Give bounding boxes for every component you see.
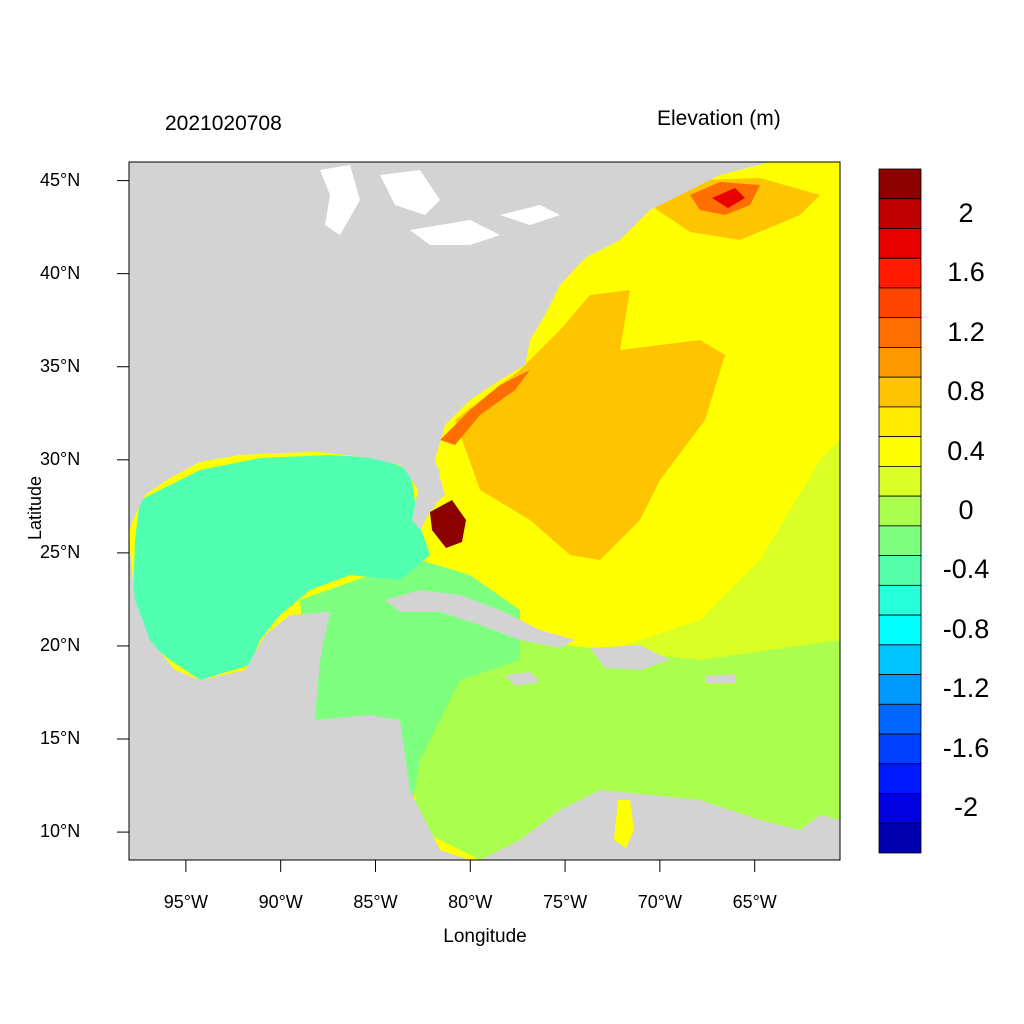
lat-tick-label: 35°N bbox=[40, 355, 81, 376]
colorbar-cell bbox=[878, 168, 922, 200]
colorbar-cell bbox=[878, 614, 922, 646]
colorbar-cell bbox=[878, 674, 922, 705]
colorbar-label: 2 bbox=[958, 197, 974, 228]
colorbar-cell bbox=[878, 347, 922, 378]
colorbar-label: -0.4 bbox=[942, 554, 990, 585]
lon-tick-label: 75°W bbox=[542, 892, 588, 912]
colorbar-cell bbox=[878, 495, 922, 527]
axis-ticks bbox=[117, 180, 756, 872]
colorbar-cell bbox=[878, 733, 922, 765]
colorbar-cell bbox=[878, 436, 922, 467]
south-america-land bbox=[480, 790, 840, 860]
colorbar-cell bbox=[878, 793, 922, 824]
x-axis-label: Longitude bbox=[443, 926, 527, 947]
colorbar-label: 0.4 bbox=[947, 435, 985, 466]
colorbar-cell bbox=[878, 406, 922, 438]
lat-tick-label: 10°N bbox=[40, 821, 81, 842]
colorbar-cell bbox=[878, 287, 922, 319]
florida-peninsula bbox=[400, 460, 440, 530]
colorbar-label: 0.8 bbox=[947, 376, 985, 407]
puerto-rico-land bbox=[705, 674, 735, 684]
colorbar-label: -1.2 bbox=[942, 673, 990, 704]
lat-tick-label: 30°N bbox=[40, 448, 81, 469]
plot-frame bbox=[128, 161, 841, 861]
caribbean-east-sea bbox=[410, 640, 840, 860]
y-axis-label: Latitude bbox=[25, 475, 45, 540]
lat-tick-label: 40°N bbox=[40, 262, 81, 283]
colorbar-label: 0 bbox=[958, 495, 974, 525]
date-label: 2021020708 bbox=[165, 112, 282, 135]
lat-tick-label: 15°N bbox=[40, 728, 81, 748]
lat-tick-label: 20°N bbox=[40, 634, 81, 655]
hispaniola-land bbox=[590, 645, 670, 670]
southeast-coast-surge bbox=[440, 370, 530, 445]
bay-of-fundy-peak bbox=[712, 188, 745, 208]
colorbar-cell bbox=[878, 376, 922, 408]
colorbar-cell bbox=[878, 555, 922, 586]
lon-tick-label: 70°W bbox=[637, 892, 682, 912]
cuba-land bbox=[385, 590, 575, 648]
variable-label: Elevation (m) bbox=[657, 107, 781, 130]
north-america-land bbox=[129, 162, 770, 530]
colorbar bbox=[878, 168, 922, 854]
colorbar-label: -2 bbox=[953, 792, 978, 823]
lon-tick-label: 65°W bbox=[732, 892, 777, 912]
colorbar-cell bbox=[878, 584, 922, 616]
map-layers bbox=[129, 162, 840, 860]
colorbar-label: -1.6 bbox=[942, 732, 990, 763]
lon-tick-label: 90°W bbox=[258, 892, 303, 912]
lon-tick-label: 80°W bbox=[448, 892, 493, 912]
colorbar-cell bbox=[878, 198, 922, 229]
colorbar-cell bbox=[878, 822, 922, 854]
lon-tick-label: 95°W bbox=[163, 892, 208, 912]
south-florida-surge bbox=[430, 500, 466, 548]
gulf-of-mexico bbox=[133, 455, 430, 680]
atlantic-high-region bbox=[455, 290, 725, 560]
lat-tick-label: 25°N bbox=[40, 541, 81, 562]
colorbar-cell bbox=[878, 317, 922, 348]
colorbar-label: 1.2 bbox=[947, 316, 985, 347]
colorbar-cell bbox=[878, 644, 922, 675]
colorbar-cell bbox=[878, 525, 922, 557]
lat-tick-label: 45°N bbox=[40, 169, 81, 190]
colorbar-cell bbox=[878, 763, 922, 794]
colorbar-label: 1.6 bbox=[947, 257, 985, 288]
lon-tick-label: 85°W bbox=[353, 892, 398, 912]
colorbar-cell bbox=[878, 228, 922, 259]
colorbar-cell bbox=[878, 465, 922, 497]
colorbar-cell bbox=[878, 257, 922, 289]
lake-maracaibo bbox=[614, 800, 634, 848]
jamaica-land bbox=[505, 672, 540, 686]
colorbar-cell bbox=[878, 703, 922, 735]
colorbar-label: -0.8 bbox=[942, 613, 990, 644]
great-lakes bbox=[320, 165, 560, 245]
mexico-central-america-land bbox=[129, 540, 470, 860]
